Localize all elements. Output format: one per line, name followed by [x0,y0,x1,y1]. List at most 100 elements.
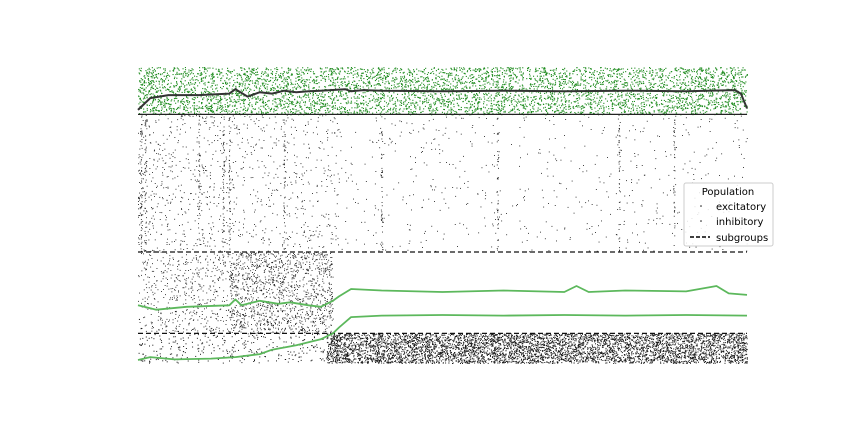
spike-dot-top [654,110,655,111]
spike-dot-top [478,75,479,76]
spike-dot-top [276,102,277,103]
spike-dot-top [194,109,195,110]
spike-dot-top [646,105,647,106]
spike-dot-top [539,68,540,69]
spike-dot-top [299,79,300,80]
spike-dot-top [678,92,679,93]
spike-dot-top [639,72,640,73]
spike-dot-top [683,72,684,73]
spike-dot-top [734,67,735,68]
spike-dot-top [363,110,364,111]
spike-dot-top [361,103,362,104]
spike-dot-top [687,89,688,90]
spike-dot-top [600,102,601,103]
spike-dot-top [453,81,454,82]
spike-dot-top [448,105,449,106]
spike-dot-top [335,102,336,103]
spike-dot-top [160,104,161,105]
spike-dot-top [165,70,166,71]
spike-dot-top [472,77,473,78]
spike-dot-top [504,76,505,77]
spike-dot-top [186,97,187,98]
spike-dot-top [701,71,702,72]
spike-dot-top [260,106,261,107]
spike-dot-top [541,76,542,77]
spike-dot-top [255,104,256,105]
spike-dot-top [348,101,349,102]
spike-dot-top [173,85,174,86]
spike-dot-top [632,101,633,102]
spike-dot-top [359,111,360,112]
spike-dot-top [541,82,542,83]
spike-dot-top [241,100,242,101]
spike-dot-top [587,97,588,98]
spike-dot-top [666,88,667,89]
spike-dot-top [697,86,698,87]
spike-dot-top [153,112,154,113]
spike-dot-top [243,81,244,82]
spike-dot-top [287,103,288,104]
spike-dot-top [317,104,318,105]
spike-dot-top [529,104,530,105]
spike-dot-top [701,69,702,70]
spike-dot-top [213,91,214,92]
spike-dot-top [637,108,638,109]
spike-dot-top [576,85,577,86]
spike-dot-top [198,108,199,109]
spike-dot-top [670,88,671,89]
spike-dot-top [674,78,675,79]
spike-dot-top [267,86,268,87]
spike-dot-top [252,69,253,70]
spike-dot-top [267,106,268,107]
spike-dot-top [217,84,218,85]
spike-dot-top [561,105,562,106]
spike-dot-top [568,106,569,107]
spike-dot-top [212,73,213,74]
spike-dot-top [286,72,287,73]
spike-dot-top [145,111,146,112]
spike-dot-top [392,109,393,110]
spike-dot-top [537,89,538,90]
spike-dot-top [401,103,402,104]
spike-dot-top [171,99,172,100]
spike-dot-top [662,73,663,74]
spike-dot-top [447,89,448,90]
spike-dot-top [652,106,653,107]
spike-dot-top [421,112,422,113]
spike-dot-top [507,92,508,93]
spike-dot-top [331,68,332,69]
spike-dot-top [734,83,735,84]
spike-dot-top [695,86,696,87]
spike-dot-top [627,88,628,89]
spike-dot-top [168,75,169,76]
spike-dot-top [368,70,369,71]
spike-dot-top [232,86,233,87]
spike-dot-top [565,81,566,82]
spike-dot-top [393,87,394,88]
spike-dot-top [229,104,230,105]
spike-dot-top [277,107,278,108]
spike-dot-top [228,79,229,80]
spike-dot-top [214,92,215,93]
spike-dot-top [470,106,471,107]
spike-dot-top [645,111,646,112]
spike-dot-top [669,73,670,74]
spike-dot-top [351,107,352,108]
spike-dot-top [706,84,707,85]
spike-dot-top [346,86,347,87]
spike-dot-top [570,87,571,88]
spike-dot-top [562,111,563,112]
spike-dot-top [384,94,385,95]
spike-dot-top [205,78,206,79]
spike-dot-top [721,107,722,108]
spike-dot-top [193,73,194,74]
spike-dot-top [340,95,341,96]
spike-dot-top [373,96,374,97]
spike-dot-top [188,91,189,92]
spike-dot-top [375,76,376,77]
spike-dot-top [686,112,687,113]
spike-dot-top [303,79,304,80]
spike-dot-top [639,83,640,84]
spike-dot-top [255,99,256,100]
spike-dot-top [220,100,221,101]
